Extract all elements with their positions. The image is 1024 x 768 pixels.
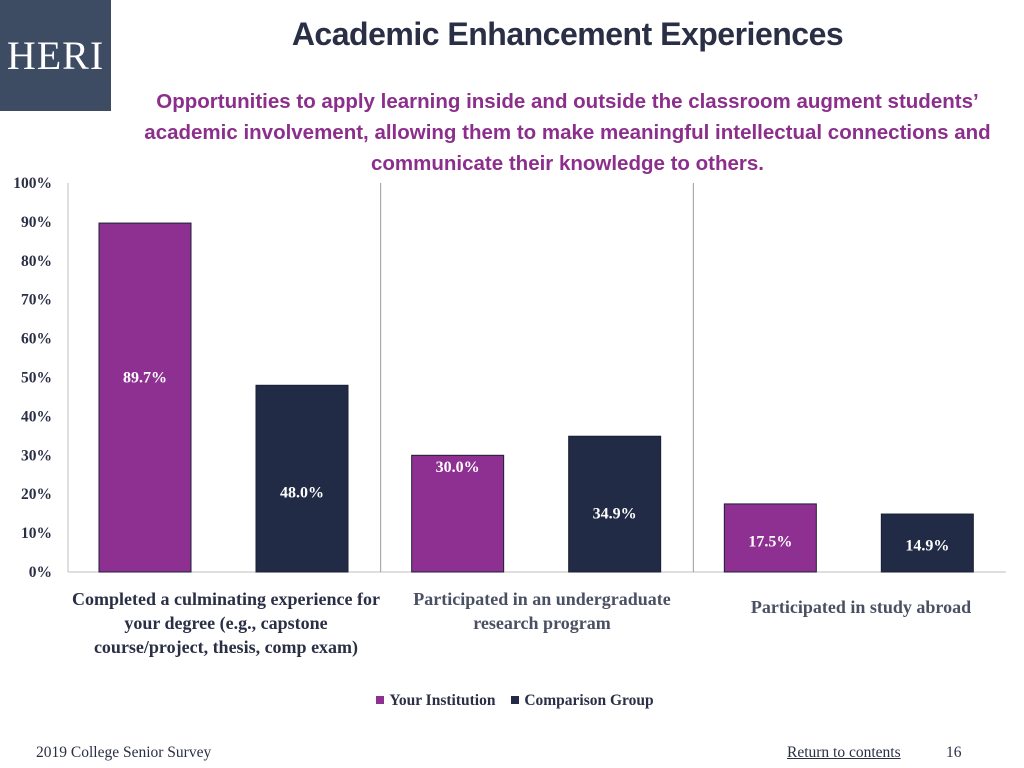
data-label: 48.0% xyxy=(280,484,324,501)
y-tick-label: 20% xyxy=(21,486,52,503)
return-to-contents-link[interactable]: Return to contents xyxy=(787,744,901,761)
y-tick-label: 90% xyxy=(21,214,52,231)
y-tick-label: 60% xyxy=(21,331,52,348)
bar xyxy=(255,384,349,573)
bar xyxy=(98,222,192,573)
bar xyxy=(880,513,974,573)
bar xyxy=(411,454,505,573)
legend-your-institution: Your Institution xyxy=(389,692,496,709)
y-tick-label: 100% xyxy=(13,175,52,192)
y-tick-label: 70% xyxy=(21,292,52,309)
y-tick-label: 10% xyxy=(21,525,52,542)
y-tick-label: 0% xyxy=(29,564,52,581)
y-tick-label: 40% xyxy=(21,408,52,425)
legend-comparison-group: Comparison Group xyxy=(524,692,654,709)
y-tick-label: 50% xyxy=(21,370,52,387)
legend-swatch-comparison-group xyxy=(511,696,520,704)
category-label-capstone: Completed a culminating experience for y… xyxy=(72,589,380,657)
heri-logo: HERI xyxy=(0,0,111,111)
bar xyxy=(723,503,817,573)
y-tick-label: 80% xyxy=(21,253,52,270)
category-label-research: Participated in an undergraduate researc… xyxy=(413,589,671,633)
page-subtitle: Opportunities to apply learning inside a… xyxy=(144,90,991,175)
data-label: 89.7% xyxy=(123,370,167,387)
data-label: 17.5% xyxy=(748,534,792,551)
bar xyxy=(568,435,662,573)
data-label: 30.0% xyxy=(436,459,480,476)
data-label: 34.9% xyxy=(593,506,637,523)
page-title: Academic Enhancement Experiences xyxy=(291,16,844,52)
chart-legend: Your Institution Comparison Group xyxy=(0,692,1024,710)
legend-swatch-your-institution xyxy=(376,696,385,704)
category-label-study-abroad: Participated in study abroad xyxy=(750,597,972,617)
survey-name: 2019 College Senior Survey xyxy=(36,744,212,761)
page-number: 16 xyxy=(946,744,962,761)
y-tick-label: 30% xyxy=(21,447,52,464)
data-label: 14.9% xyxy=(905,538,949,555)
